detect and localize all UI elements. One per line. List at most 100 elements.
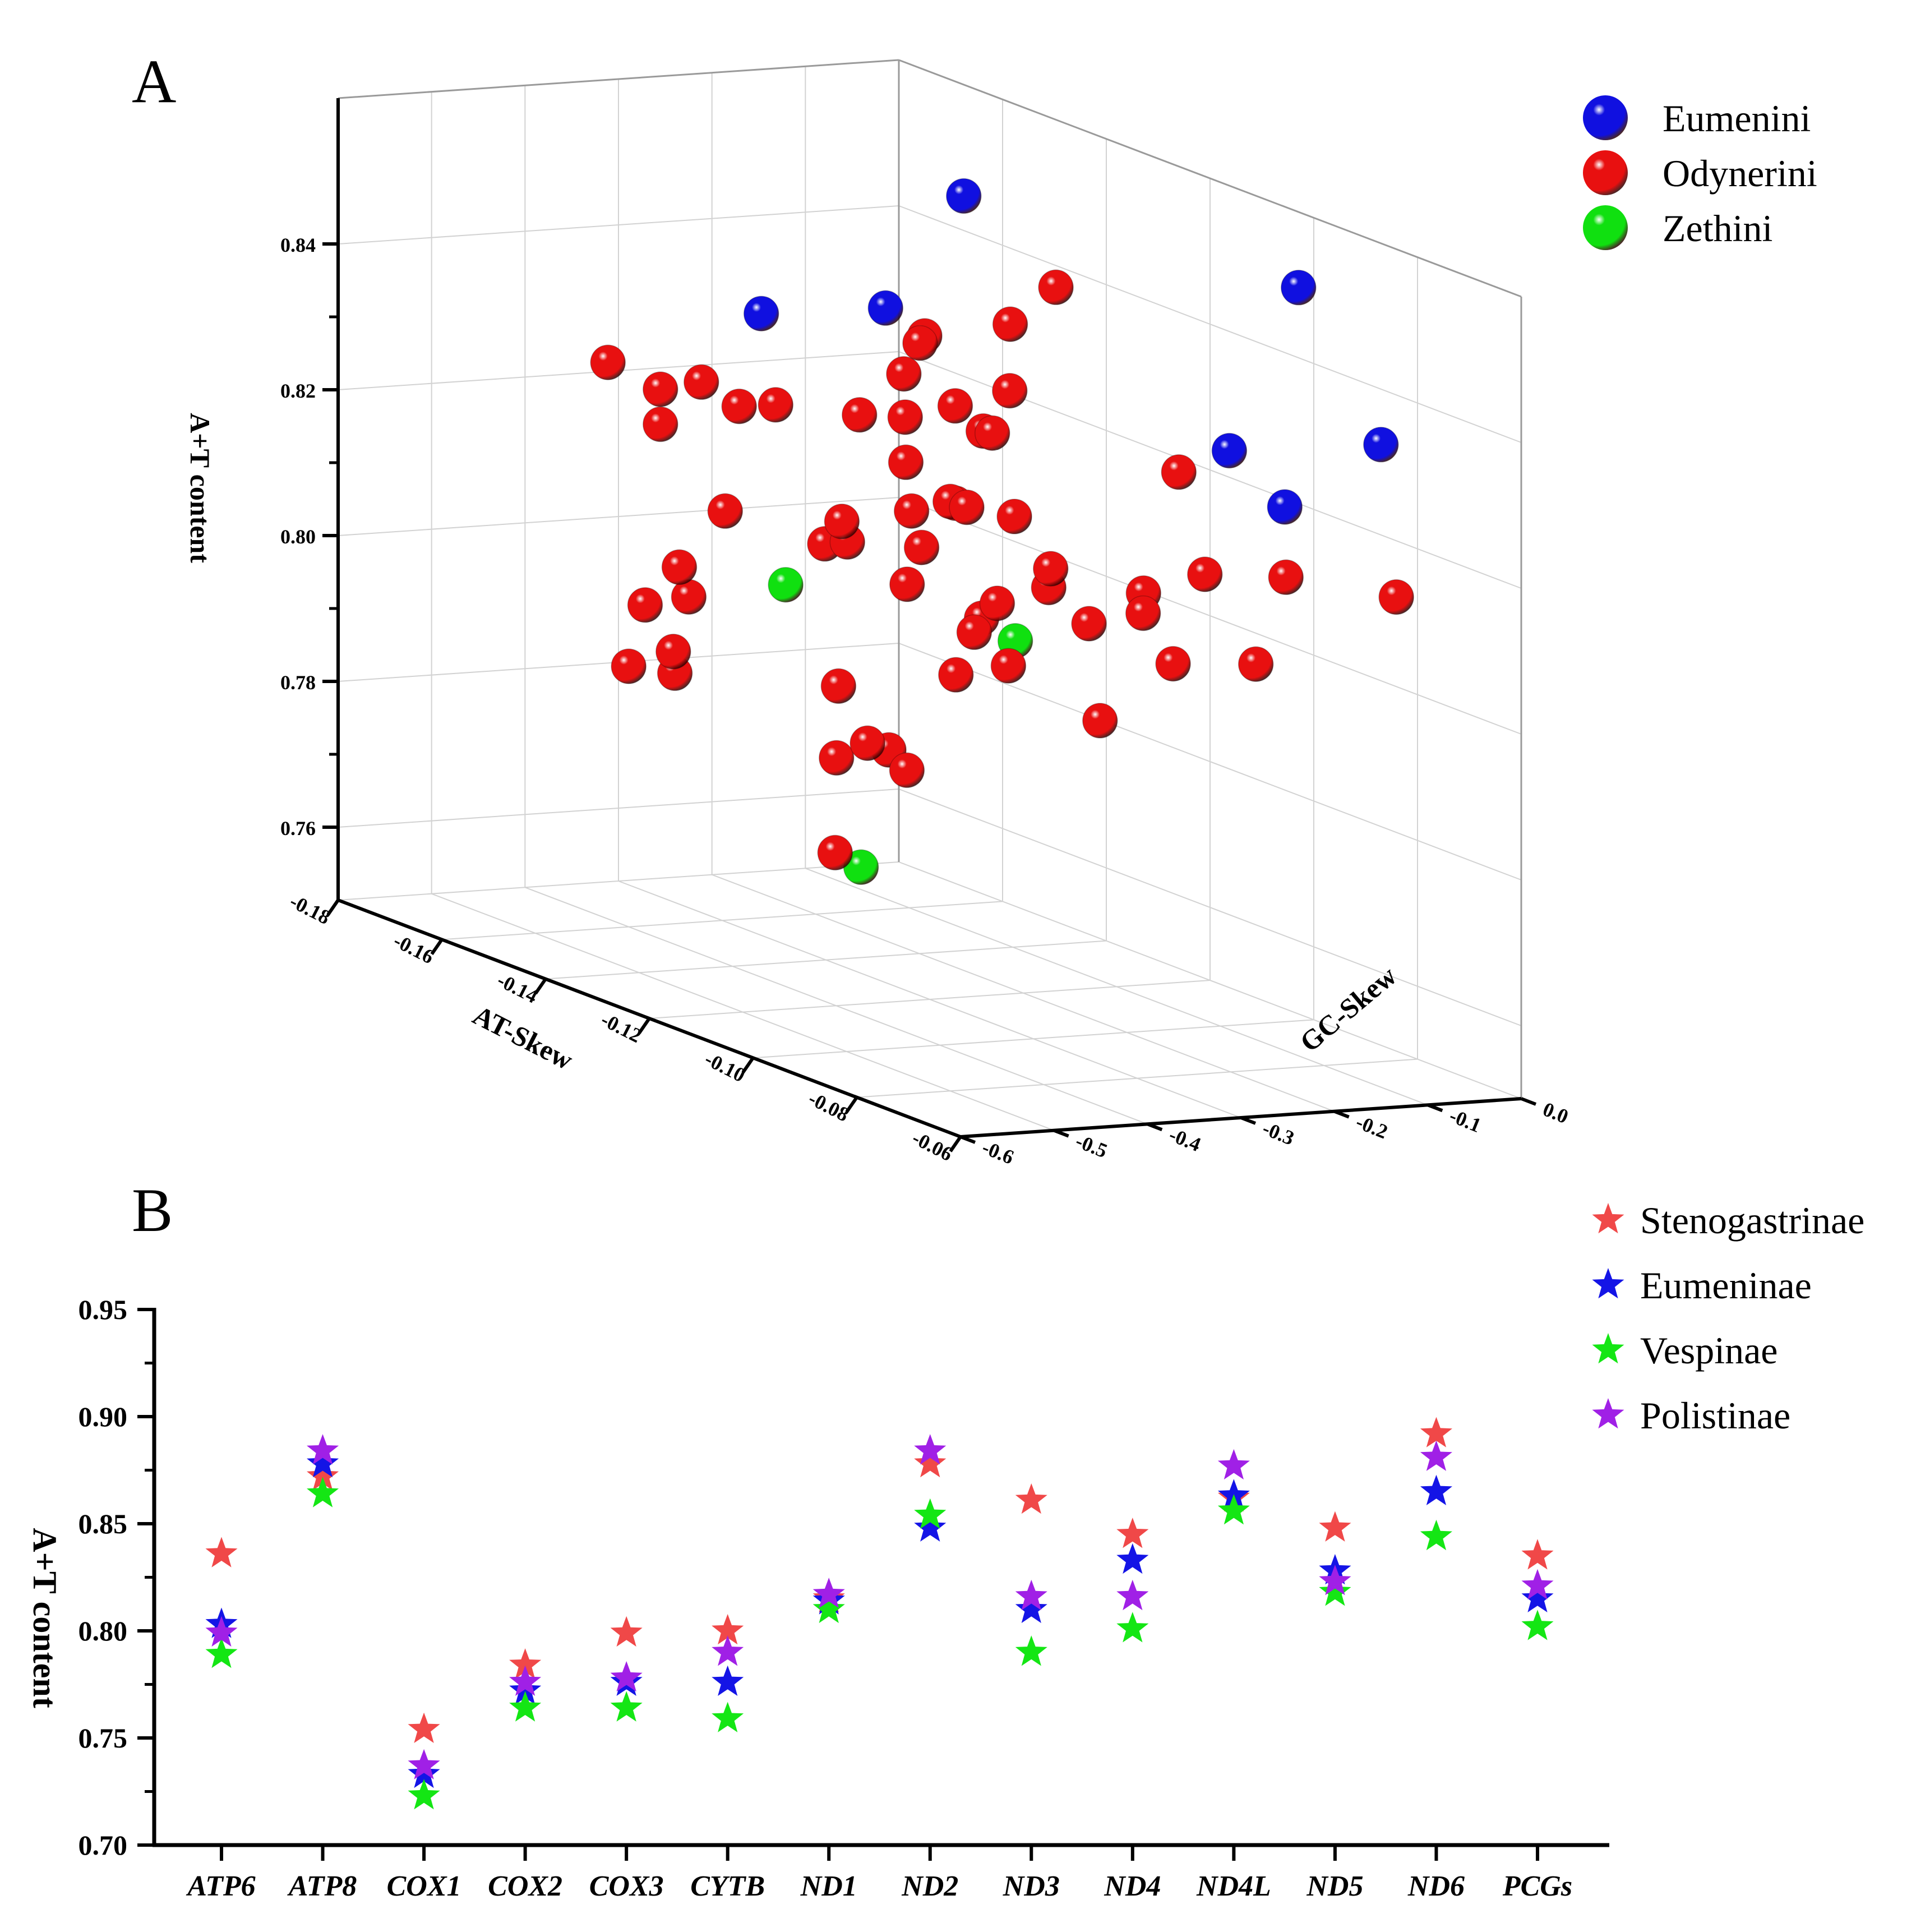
x-tick-mark (326, 899, 340, 916)
star-vespinae-nd1 (812, 1592, 845, 1624)
data-point-odynerini (721, 388, 757, 425)
legend-label-eumenini: Eumenini (1663, 97, 1811, 140)
floor-gridline (805, 868, 1428, 1106)
x-tick-mark (638, 1017, 651, 1034)
panel-b-y-axis-title: A+T content (26, 1528, 63, 1708)
data-point-odynerini (996, 499, 1032, 534)
panel-a-legend: Eumenini Odynerini Zethini (1583, 95, 1817, 250)
data-point-odynerini (1155, 645, 1191, 682)
wall-gridline (338, 205, 899, 245)
panel-b-category-label: ND3 (1003, 1870, 1060, 1902)
data-point-odynerini (1268, 559, 1304, 596)
panel-b-category-label: ND4 (1104, 1870, 1161, 1902)
data-point-odynerini (889, 752, 925, 789)
data-point-eumenini (1211, 432, 1248, 469)
legend-label-vespinae: Vespinae (1640, 1329, 1778, 1372)
data-point-odynerini (661, 549, 698, 585)
x-axis-title: AT-Skew (468, 999, 578, 1076)
panel-b-axes: 0.70 0.75 0.80 0.85 0.90 0.95 ATP6 ATP8 COX1 COX2… (79, 1294, 1609, 1902)
data-point-odynerini (937, 388, 973, 424)
panel-b-category-label: ND4L (1196, 1870, 1271, 1902)
data-point-odynerini (1033, 551, 1069, 587)
star-eumeninae-atp8 (307, 1447, 339, 1478)
floor-gridline (618, 880, 1241, 1118)
star-stenogastrinae-nd2 (914, 1447, 947, 1478)
y-axis-title: GC-Skew (1294, 960, 1402, 1058)
data-point-odynerini (887, 399, 924, 435)
star-polistinae-pcgs (1521, 1569, 1554, 1600)
y-tick-mark (1240, 1116, 1257, 1125)
data-point-odynerini (1125, 595, 1161, 631)
data-point-odynerini (949, 489, 985, 525)
data-point-odynerini (889, 566, 925, 602)
legend-label-stenogastrinae: Stenogastrinae (1640, 1199, 1864, 1242)
legend-label-odynerini: Odynerini (1663, 152, 1817, 195)
panel-b-y-tick-label: 0.75 (79, 1722, 128, 1754)
star-eumeninae-nd3 (1015, 1592, 1047, 1624)
star-polistinae-cox3 (610, 1661, 643, 1692)
data-point-eumenini (946, 178, 982, 214)
panel-a-3d-scatter: 0.760.780.800.820.84-0.18-0.16-0.14-0.12… (184, 59, 1817, 1169)
data-point-odynerini (992, 306, 1028, 342)
star-polistinae-atp6 (205, 1616, 238, 1647)
star-stenogastrinae-nd5 (1319, 1511, 1351, 1542)
y-tick-label: -0.2 (1353, 1110, 1391, 1143)
panel-b-category-label: ND2 (901, 1870, 958, 1902)
star-stenogastrinae-cox2 (509, 1648, 542, 1679)
data-point-odynerini (1082, 703, 1118, 739)
star-stenogastrinae-atp8 (307, 1460, 339, 1491)
star-polistinae-nd2 (914, 1434, 947, 1465)
z-tick-label: 0.80 (280, 525, 316, 548)
star-stenogastrinae-nd4 (1116, 1518, 1149, 1548)
star-vespinae-nd4 (1116, 1612, 1149, 1643)
x-tick-label: -0.18 (287, 889, 334, 929)
star-eumeninae-nd2 (914, 1511, 947, 1542)
legend-marker-polistinae (1592, 1398, 1624, 1429)
data-point-odynerini (671, 579, 707, 615)
star-polistinae-nd5 (1319, 1565, 1351, 1596)
data-point-odynerini (903, 529, 940, 565)
panel-b-category-label: CYTB (690, 1870, 765, 1902)
data-point-odynerini (1038, 269, 1074, 306)
y-tick-mark (1427, 1103, 1443, 1113)
y-tick-mark (1053, 1128, 1069, 1138)
star-vespinae-cytb (712, 1702, 744, 1732)
panel-b-category-label: ND6 (1407, 1870, 1465, 1902)
y-tick-mark (1147, 1122, 1163, 1132)
frame-edge (898, 59, 1522, 298)
data-point-odynerini (1071, 606, 1107, 642)
panel-b-y-tick-label: 0.80 (79, 1615, 128, 1647)
panel-a-label: A (132, 47, 176, 116)
data-point-odynerini (643, 406, 678, 442)
y-tick-mark (1333, 1109, 1350, 1119)
wall-gridline (898, 497, 1522, 735)
panel-b-category-label: ND1 (800, 1870, 857, 1902)
frame-edge (338, 59, 899, 99)
legend-marker-odynerini (1583, 150, 1628, 195)
star-stenogastrinae-nd3 (1015, 1483, 1047, 1514)
star-stenogastrinae-nd6 (1420, 1417, 1452, 1447)
data-point-eumenini (743, 296, 779, 331)
star-vespinae-nd4l (1217, 1494, 1250, 1525)
legend-marker-stenogastrinae (1592, 1203, 1624, 1234)
star-stenogastrinae-cox3 (610, 1616, 643, 1647)
panel-b-category-label: COX1 (387, 1870, 461, 1902)
x-tick-mark (845, 1096, 858, 1113)
star-stenogastrinae-atp6 (205, 1537, 238, 1567)
panel-b-star-scatter: 0.70 0.75 0.80 0.85 0.90 0.95 ATP6 ATP8 COX1 COX2… (26, 1199, 1864, 1902)
data-point-odynerini (886, 356, 922, 392)
z-tick-label: 0.82 (280, 380, 316, 402)
z-tick-label: 0.76 (280, 817, 316, 840)
floor-gridline (524, 887, 1148, 1125)
panel-b-label: B (132, 1176, 173, 1244)
star-vespinae-nd2 (914, 1498, 947, 1529)
panel-b-category-label: ATP6 (186, 1870, 255, 1902)
data-point-odynerini (975, 415, 1010, 451)
z-tick-label: 0.78 (280, 671, 316, 694)
star-vespinae-atp6 (205, 1638, 238, 1668)
data-point-odynerini (1161, 454, 1197, 490)
data-point-odynerini (707, 493, 744, 529)
y-tick-label: -0.3 (1259, 1117, 1298, 1149)
star-eumeninae-pcgs (1521, 1581, 1554, 1612)
